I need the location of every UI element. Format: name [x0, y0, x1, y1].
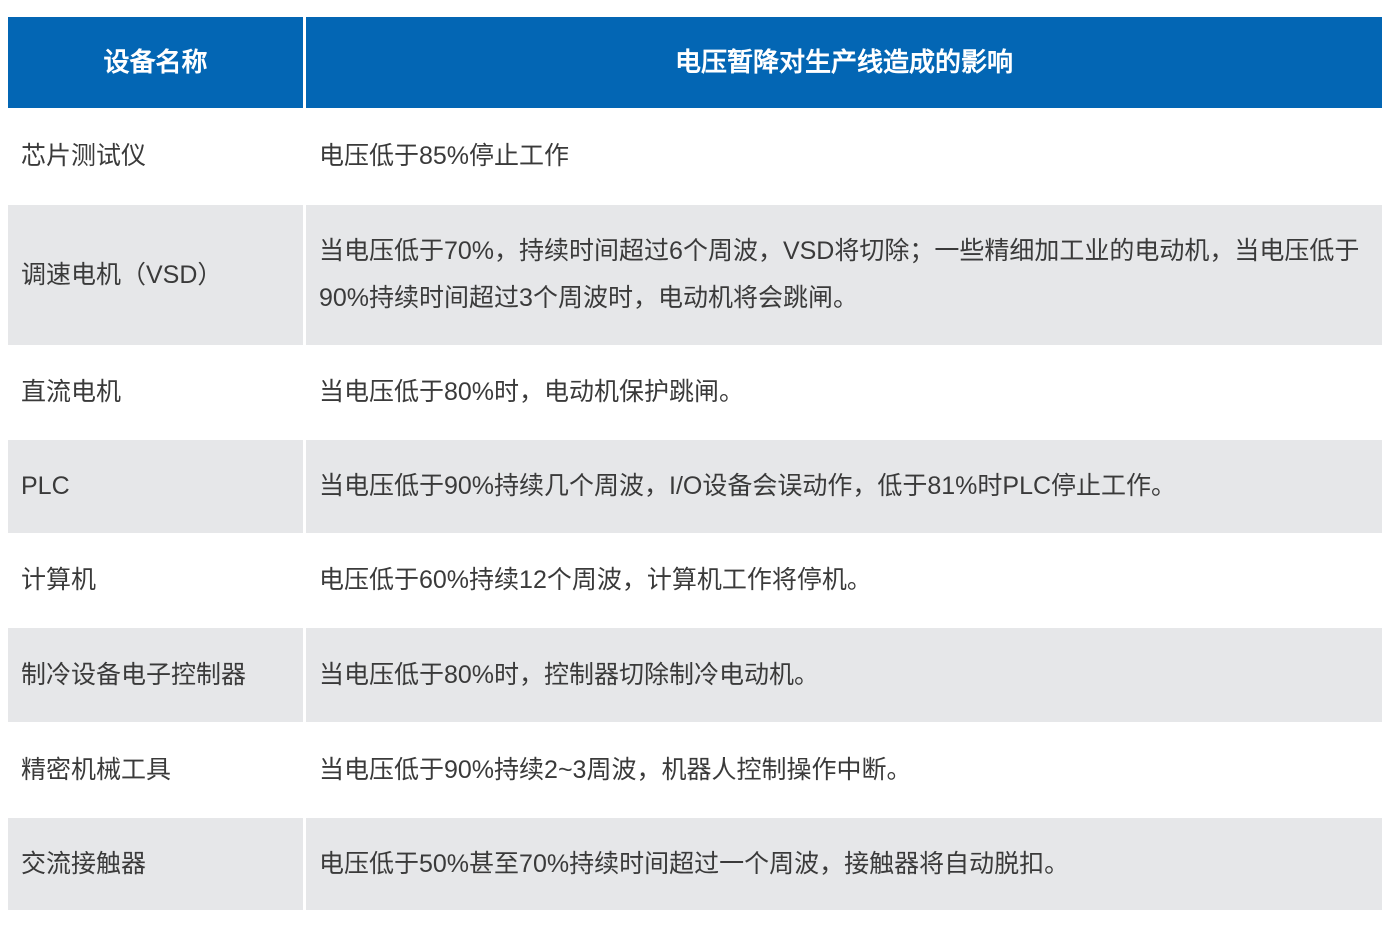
cell-impact: 当电压低于80%时，电动机保护跳闸。 [306, 345, 1382, 440]
cell-device: 计算机 [8, 533, 303, 628]
cell-impact: 电压低于85%停止工作 [306, 108, 1382, 205]
cell-impact: 当电压低于70%，持续时间超过6个周波，VSD将切除；一些精细加工业的电动机，当… [306, 205, 1382, 345]
cell-device: 调速电机（VSD） [8, 205, 303, 345]
cell-device: 交流接触器 [8, 818, 303, 910]
cell-device: 制冷设备电子控制器 [8, 628, 303, 722]
cell-impact: 当电压低于80%时，控制器切除制冷电动机。 [306, 628, 1382, 722]
header-device-name: 设备名称 [8, 17, 303, 108]
cell-impact: 当电压低于90%持续2~3周波，机器人控制操作中断。 [306, 722, 1382, 818]
voltage-sag-impact-table: 设备名称 电压暂降对生产线造成的影响 芯片测试仪 电压低于85%停止工作 调速电… [8, 17, 1382, 910]
cell-device: 精密机械工具 [8, 722, 303, 818]
cell-device: 芯片测试仪 [8, 108, 303, 205]
cell-impact: 当电压低于90%持续几个周波，I/O设备会误动作，低于81%时PLC停止工作。 [306, 440, 1382, 533]
cell-device: PLC [8, 440, 303, 533]
cell-impact: 电压低于50%甚至70%持续时间超过一个周波，接触器将自动脱扣。 [306, 818, 1382, 910]
cell-device: 直流电机 [8, 345, 303, 440]
cell-impact: 电压低于60%持续12个周波，计算机工作将停机。 [306, 533, 1382, 628]
header-impact: 电压暂降对生产线造成的影响 [306, 17, 1382, 108]
